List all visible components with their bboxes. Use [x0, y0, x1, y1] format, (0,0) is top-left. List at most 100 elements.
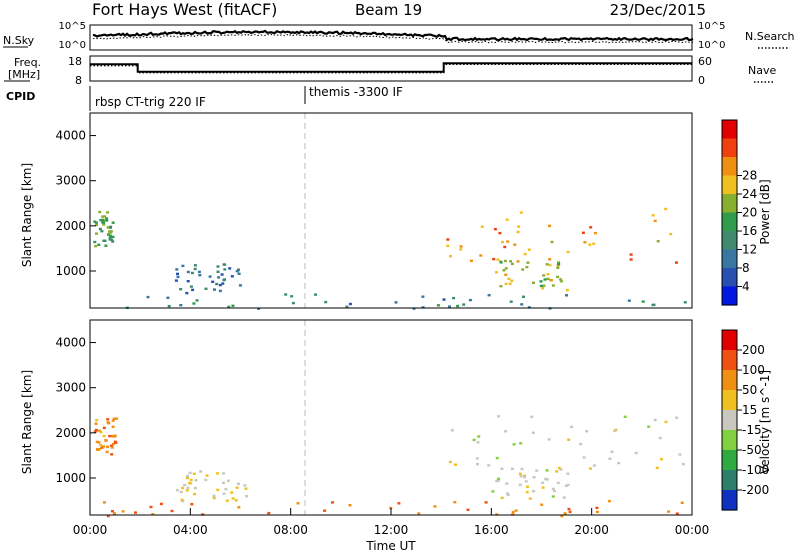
- scatter-cell: [583, 241, 587, 244]
- scatter-cell: [193, 267, 197, 271]
- scatter-cell: [504, 430, 508, 433]
- colorbar-swatch: [722, 370, 737, 391]
- x-tick-label: 16:00: [474, 523, 509, 537]
- scatter-cell: [496, 479, 500, 482]
- nsky-series: [92, 29, 694, 42]
- nsky-tick-bottom: 10^0: [59, 40, 86, 51]
- scatter-cell: [493, 228, 497, 231]
- scatter-cell: [159, 502, 163, 506]
- scatter-cell: [188, 481, 192, 485]
- scatter-cell: [134, 511, 137, 514]
- scatter-cell: [541, 481, 545, 484]
- scatter-cell: [497, 477, 501, 480]
- scatter-cell: [559, 280, 563, 283]
- x-tick-label: 00:00: [675, 523, 710, 537]
- scatter-cell: [518, 483, 522, 486]
- scatter-cell: [110, 453, 114, 456]
- scatter-cell: [653, 219, 657, 223]
- scatter-cell: [105, 445, 109, 449]
- scatter-cell: [508, 282, 512, 285]
- scatter-cell: [216, 488, 220, 492]
- scatter-cell: [324, 300, 328, 304]
- scatter-cell: [526, 261, 530, 264]
- colorbar-tick-label: 28: [742, 169, 757, 183]
- scatter-cell: [495, 456, 499, 460]
- scatter-cell: [459, 248, 463, 251]
- scatter-cell: [222, 492, 226, 495]
- scatter-cell: [149, 505, 153, 509]
- scatter-cell: [121, 510, 125, 513]
- nave-series: [90, 63, 692, 74]
- velocity-panel: 1000 2000 3000 4000 00:00 04:00 08:00 12:00 16:…: [20, 319, 710, 553]
- scatter-cell: [220, 273, 224, 276]
- colorbar-swatch: [722, 350, 737, 371]
- scatter-cell: [506, 492, 510, 495]
- scatter-cell: [567, 507, 571, 511]
- scatter-cell: [519, 442, 523, 445]
- scatter-cell: [495, 479, 499, 483]
- scatter-cell: [179, 490, 183, 494]
- scatter-cell: [216, 265, 220, 268]
- scatter-cell: [186, 486, 190, 489]
- x-tick-label: 04:00: [173, 523, 208, 537]
- scatter-cell: [101, 215, 105, 218]
- colorbar-tick-label: 8: [742, 261, 750, 275]
- scatter-cell: [658, 436, 662, 440]
- scatter-cell: [556, 266, 560, 269]
- scatter-cell: [550, 240, 554, 244]
- scatter-cell: [479, 254, 483, 257]
- scatter-cell: [641, 300, 645, 303]
- scatter-cell: [669, 232, 673, 236]
- scatter-cell: [560, 514, 564, 518]
- y-tick-label: 2000: [55, 426, 86, 440]
- scatter-cell: [111, 221, 115, 224]
- scatter-cell: [528, 497, 532, 500]
- nave-tick-bottom: 0: [698, 74, 705, 87]
- scatter-cell: [499, 261, 503, 264]
- scatter-cell: [108, 235, 112, 239]
- scatter-cell: [105, 217, 109, 220]
- scatter-cell: [348, 302, 352, 306]
- scatter-cell: [146, 295, 150, 299]
- scatter-cell: [520, 467, 524, 471]
- scatter-cell: [487, 294, 491, 297]
- scatter-cell: [501, 240, 504, 244]
- scatter-cell: [101, 221, 105, 224]
- x-tick-label: 12:00: [374, 523, 409, 537]
- scatter-cell: [476, 441, 480, 444]
- scatter-cell: [566, 250, 570, 254]
- scatter-cell: [181, 486, 185, 490]
- scatter-cell: [192, 472, 196, 475]
- scatter-cell: [634, 451, 638, 455]
- scatter-cell: [514, 509, 518, 512]
- scatter-cell: [505, 218, 509, 221]
- nsky-label: N.Sky: [3, 34, 35, 47]
- scatter-cell: [544, 477, 548, 481]
- scatter-cell: [103, 215, 107, 218]
- scatter-cell: [95, 419, 99, 422]
- scatter-cell: [527, 306, 531, 309]
- velocity-colorbar-swatches: [722, 330, 737, 511]
- scatter-cell: [189, 478, 193, 482]
- scatter-cell: [570, 425, 574, 429]
- y-tick-label: 3000: [55, 381, 86, 395]
- colorbar-tick-label: 200: [742, 343, 765, 357]
- velocity-colorbar-label: Velocity [m s^-1]: [758, 370, 772, 474]
- beam-title: Beam 19: [355, 1, 422, 19]
- power-y-axis: 1000 2000 3000 4000: [55, 129, 96, 278]
- freq-panel: Freq. [MHz] 18 8 60 0 Nave: [4, 55, 776, 87]
- freq-tick-bottom: 8: [75, 74, 82, 87]
- scatter-cell: [610, 450, 614, 453]
- scatter-cell: [97, 448, 101, 451]
- colorbar-tick-label: -100: [742, 463, 769, 477]
- scatter-cell: [99, 430, 103, 434]
- scatter-cell: [651, 303, 655, 307]
- scatter-cell: [675, 512, 679, 515]
- scatter-cell: [681, 462, 685, 466]
- scatter-cell: [480, 225, 484, 228]
- scatter-cell: [112, 417, 116, 420]
- scatter-cell: [102, 426, 106, 430]
- scatter-cell: [539, 280, 543, 283]
- cpid-segment-1: rbsp CT-trig 220 IF: [95, 95, 206, 109]
- scatter-cell: [552, 489, 556, 493]
